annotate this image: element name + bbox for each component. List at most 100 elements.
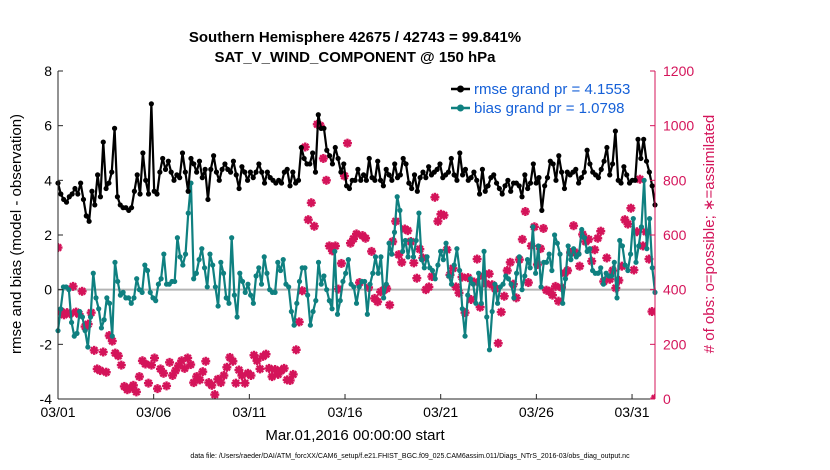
bias-point [467, 276, 474, 282]
bias-point [234, 314, 240, 320]
rmse-point [95, 172, 101, 178]
rmse-point [114, 194, 121, 200]
bias-point [134, 276, 140, 282]
bias-point [305, 292, 311, 298]
rmse-point [298, 144, 304, 151]
rmse-point [485, 183, 491, 189]
rmse-point [624, 172, 630, 178]
bias-point [587, 246, 593, 252]
rmse-point [72, 185, 78, 192]
bias-point [484, 314, 490, 320]
data-file-footnote: data file: /Users/raeder/DAI/ATM_forcXX/… [190, 453, 630, 460]
bias-point [356, 284, 362, 290]
bias-point [432, 276, 438, 282]
bias-point [533, 270, 539, 276]
obs-series [58, 119, 655, 399]
obs-point [207, 380, 217, 390]
obs-point [146, 360, 156, 370]
rmse-point [355, 166, 361, 172]
rmse-point [230, 158, 237, 164]
obs-point [240, 378, 250, 388]
rmse-series [55, 101, 658, 224]
rmse-point [550, 161, 556, 167]
rmse-point [219, 166, 225, 172]
rmse-point [646, 169, 652, 175]
rmse-point [505, 177, 511, 183]
obs-point [231, 378, 241, 388]
rmse-point [414, 188, 420, 194]
bias-point [324, 287, 330, 293]
bias-point [478, 300, 484, 306]
rmse-point [479, 166, 486, 172]
obs-point [116, 360, 126, 370]
bias-point [79, 314, 86, 320]
bias-point [77, 308, 83, 315]
bias-point [473, 300, 479, 306]
obs-point [342, 138, 352, 148]
obs-point [575, 261, 585, 271]
bias-point [400, 248, 406, 254]
obs-point [493, 338, 503, 348]
x-axis-label: Mar.01,2016 00:00:00 start [265, 427, 445, 444]
rmse-point [556, 153, 562, 159]
bias-point [389, 251, 395, 257]
bias-point [633, 259, 639, 265]
rmse-point [145, 191, 152, 197]
bias-point [237, 270, 243, 276]
bias-point [215, 303, 221, 309]
y-right-tick-label: 400 [663, 282, 687, 298]
bias-point [619, 243, 626, 249]
rmse-point [168, 169, 174, 175]
rmse-point [75, 191, 81, 197]
bias-point [229, 235, 235, 241]
y-right-tick-label: 1000 [663, 118, 694, 134]
bias-point [492, 281, 498, 287]
bias-point [101, 317, 107, 323]
x-tick-label: 03/31 [615, 404, 650, 420]
bias-point [90, 270, 96, 276]
obs-point [98, 347, 108, 357]
obs-point [502, 266, 512, 276]
bias-point [557, 251, 563, 257]
obs-point [397, 257, 407, 267]
rmse-point [259, 169, 265, 175]
bias-point [294, 300, 300, 306]
rmse-point [621, 164, 627, 170]
bias-point [600, 281, 607, 287]
bias-point [220, 270, 227, 276]
bias-point [614, 295, 620, 301]
bias-point [408, 237, 414, 244]
legend: rmse grand pr = 4.1553 bias grand pr = 1… [444, 78, 642, 118]
obs-point [159, 368, 169, 378]
obs-point [303, 215, 313, 225]
bias-point [353, 300, 360, 306]
bias-point [180, 262, 186, 268]
rmse-point [544, 175, 551, 181]
bias-point [58, 306, 64, 312]
bias-point [391, 229, 398, 235]
obs-point [336, 258, 346, 268]
rmse-point [468, 175, 474, 181]
bias-point [644, 246, 650, 252]
bias-point [386, 240, 392, 246]
bias-point [248, 292, 254, 298]
bias-point [560, 300, 566, 306]
rmse-point [595, 175, 602, 181]
rmse-point [321, 125, 327, 131]
obs-point [261, 349, 271, 359]
bias-point [242, 289, 248, 295]
bias-point [489, 308, 495, 315]
rmse-point [457, 150, 463, 156]
rmse-point [162, 166, 169, 172]
obs-point [58, 243, 63, 253]
bias-point [625, 267, 631, 274]
rmse-point [612, 128, 618, 134]
bias-point [104, 295, 110, 301]
bias-point [332, 248, 338, 254]
bias-point [185, 210, 191, 216]
rmse-point [111, 125, 118, 131]
bias-point [223, 295, 229, 301]
rmse-point [434, 166, 440, 172]
rmse-point [530, 161, 536, 167]
rmse-point [58, 191, 64, 197]
